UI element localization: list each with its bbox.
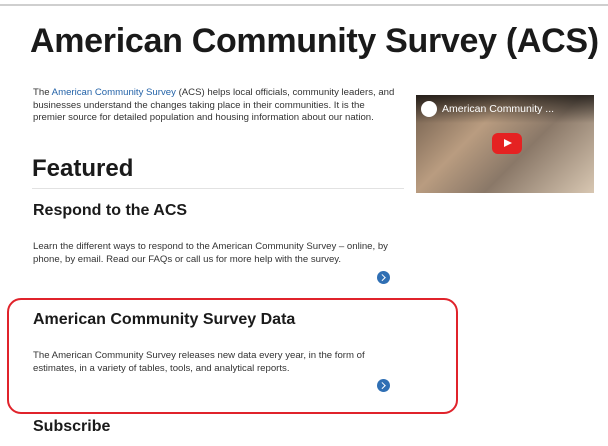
- divider: [32, 188, 404, 189]
- card-text: Learn the different ways to respond to t…: [33, 241, 398, 266]
- section-heading: Featured: [32, 155, 133, 183]
- channel-logo: [421, 101, 437, 117]
- highlight-box: [7, 298, 458, 414]
- intro-paragraph: The American Community Survey (ACS) help…: [33, 87, 398, 125]
- card-title[interactable]: Respond to the ACS: [33, 202, 187, 220]
- page: American Community Survey (ACS) The Amer…: [0, 0, 608, 446]
- card-arrow[interactable]: [377, 271, 390, 284]
- intro-link[interactable]: American Community Survey: [52, 87, 176, 98]
- video-caption: American Community ...: [442, 103, 554, 115]
- video-thumbnail[interactable]: American Community ...: [416, 95, 594, 193]
- play-button[interactable]: [492, 133, 522, 154]
- page-title: American Community Survey (ACS): [30, 22, 599, 61]
- top-border: [0, 4, 608, 6]
- card-title[interactable]: Subscribe: [33, 418, 110, 436]
- intro-text: The: [33, 87, 52, 98]
